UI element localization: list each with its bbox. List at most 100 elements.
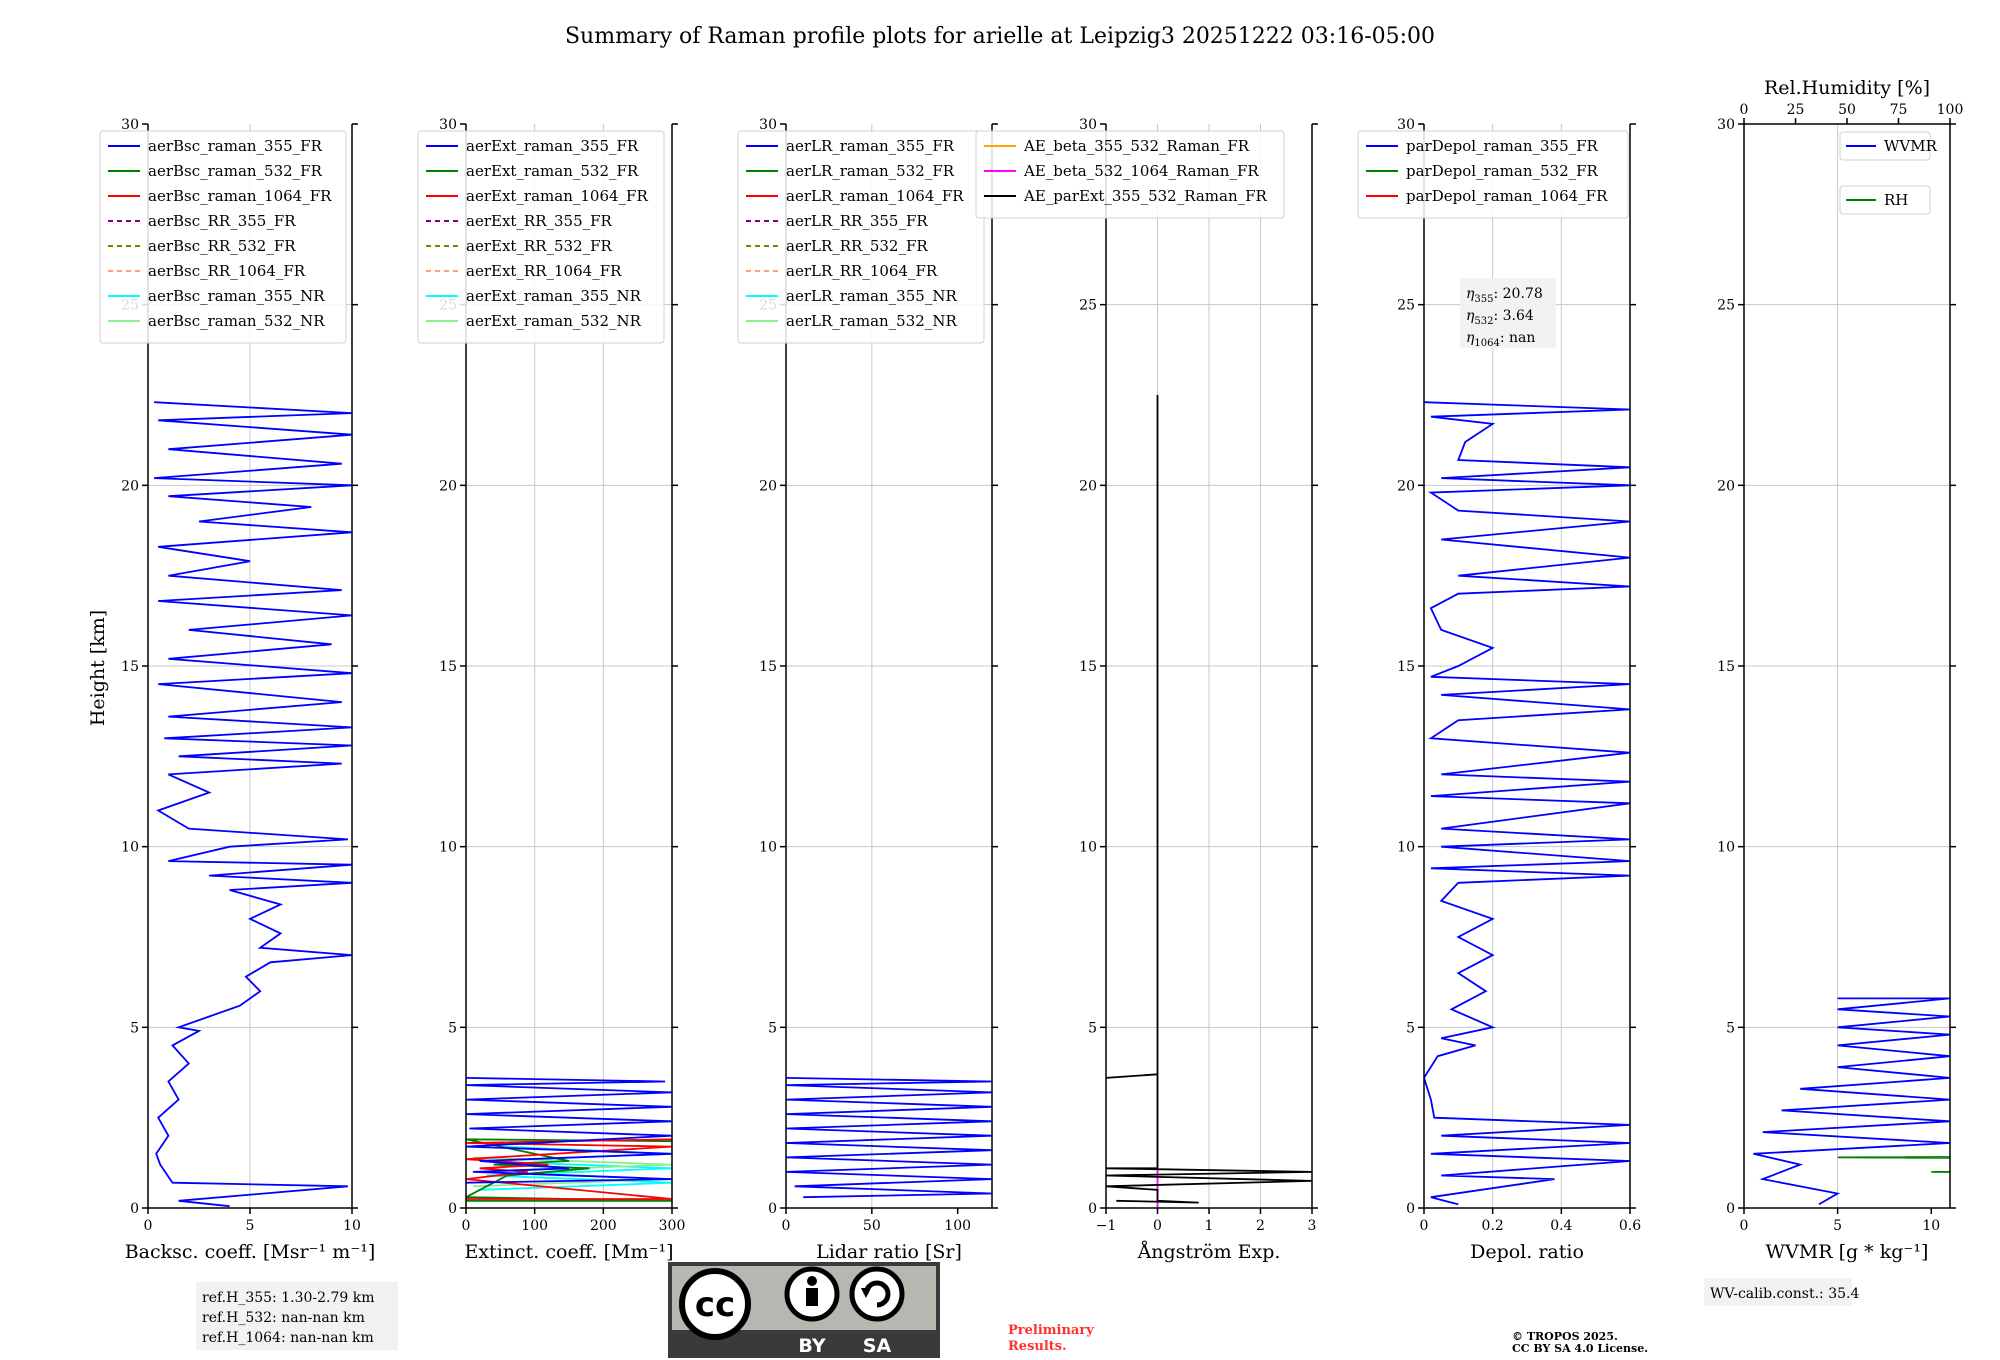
legend-box xyxy=(1839,131,1931,161)
x-tick-label: 10 xyxy=(343,1218,361,1234)
x-tick-label: 5 xyxy=(246,1218,255,1234)
legend: aerExt_raman_355_FR aerExt_raman_532_FRae… xyxy=(417,130,665,344)
x-tick-label: 300 xyxy=(659,1218,686,1234)
legend-entry: parDepol_raman_355_FR xyxy=(1406,137,1599,155)
x-axis-label: Lidar ratio [Sr] xyxy=(816,1241,962,1263)
x-axis-label: Depol. ratio xyxy=(1470,1241,1584,1263)
legend-entry: aerBsc_raman_532_FR xyxy=(148,162,323,180)
x-tick-label: 0.6 xyxy=(1619,1218,1641,1234)
x-axis-label: Ångström Exp. xyxy=(1137,1241,1281,1263)
ref-height-text: ref.H_532: nan-nan km xyxy=(202,1310,365,1326)
y-tick-label: 25 xyxy=(1397,298,1415,314)
x-tick-label: 0 xyxy=(1420,1218,1429,1234)
x-tick-label: 0 xyxy=(1153,1218,1162,1234)
preliminary-note-line2: Results. xyxy=(1008,1339,1067,1354)
legend-entry: aerLR_RR_1064_FR xyxy=(786,262,938,280)
legend-entry: aerLR_RR_532_FR xyxy=(786,237,928,255)
series-line-aerExt_raman_1064_FR xyxy=(466,1138,672,1200)
x-tick-label: 2 xyxy=(1256,1218,1265,1234)
sa-share-icon xyxy=(849,1266,905,1322)
legend-entry: aerLR_RR_355_FR xyxy=(786,212,928,230)
y-tick-label: 5 xyxy=(1406,1020,1415,1036)
ref-height-text: ref.H_1064: nan-nan km xyxy=(202,1330,374,1346)
y-tick-label: 20 xyxy=(439,478,457,494)
y-tick-label: 20 xyxy=(1079,478,1097,494)
legend-entry: aerExt_RR_355_FR xyxy=(466,212,613,230)
y-tick-label: 0 xyxy=(768,1201,777,1217)
x-tick-label: 10 xyxy=(1922,1218,1940,1234)
legend-entry: aerBsc_raman_355_NR xyxy=(148,287,325,305)
legend-entry: aerBsc_RR_1064_FR xyxy=(148,262,306,280)
legend-entry: aerExt_raman_1064_FR xyxy=(466,187,648,205)
y-tick-label: 30 xyxy=(121,117,139,133)
y-axis-label: Height [km] xyxy=(87,610,109,726)
legend-entry: aerExt_raman_532_FR xyxy=(466,162,639,180)
y-tick-label: 30 xyxy=(759,117,777,133)
y-tick-label: 25 xyxy=(1079,298,1097,314)
y-tick-label: 30 xyxy=(1397,117,1415,133)
legend-entry: aerBsc_raman_532_NR xyxy=(148,312,325,330)
x-tick-label: −1 xyxy=(1096,1218,1117,1234)
legend-box xyxy=(1357,130,1629,219)
y-tick-label: 25 xyxy=(1717,298,1735,314)
legend-entry: aerExt_raman_355_NR xyxy=(466,287,642,305)
y-tick-label: 0 xyxy=(1406,1201,1415,1217)
legend: aerLR_raman_355_FR aerLR_raman_532_FR aerL… xyxy=(737,130,985,344)
copyright-line1: © TROPOS 2025. xyxy=(1512,1330,1618,1343)
legend-entry: RH xyxy=(1884,191,1908,209)
x-tick-label: 3 xyxy=(1308,1218,1317,1234)
y-tick-label: 10 xyxy=(1397,840,1415,856)
y-tick-label: 0 xyxy=(1088,1201,1097,1217)
ref-height-text: ref.H_355: 1.30-2.79 km xyxy=(202,1290,375,1306)
series-line-aerLR_raman_355_FR xyxy=(786,1077,992,1199)
legend-entry: aerExt_raman_532_NR xyxy=(466,312,642,330)
wv-calib-box xyxy=(1704,1278,1852,1306)
x-axis-label: WVMR [g * kg⁻¹] xyxy=(1766,1241,1929,1263)
legend-entry: aerExt_RR_1064_FR xyxy=(466,262,622,280)
legend-entry: aerLR_raman_355_FR xyxy=(786,137,955,155)
legend-box xyxy=(417,130,665,344)
legend-entry: aerBsc_RR_355_FR xyxy=(148,212,296,230)
y-tick-label: 15 xyxy=(121,659,139,675)
legend-entry: parDepol_raman_532_FR xyxy=(1406,162,1599,180)
x-tick-label: 200 xyxy=(590,1218,617,1234)
legend-entry: AE_beta_355_532_Raman_FR xyxy=(1023,137,1250,155)
preliminary-note-line1: Preliminary xyxy=(1008,1323,1094,1338)
eta-value: η1064: nan xyxy=(1466,330,1535,349)
panel-depolarization: 0 5 10 15 20 25 30 0 0.2 0.4 0.6 Depol. ratio parDep… xyxy=(1357,117,1641,1263)
y-tick-label: 10 xyxy=(1079,840,1097,856)
wv-calib-text: WV-calib.const.: 35.4 xyxy=(1710,1286,1859,1302)
x-tick-label: 5 xyxy=(1833,1218,1842,1234)
top-x-tick-label: 100 xyxy=(1937,102,1964,118)
top-x-tick-label: 0 xyxy=(1740,102,1749,118)
x-tick-label: 100 xyxy=(944,1218,971,1234)
legend: parDepol_raman_355_FR parDepol_raman_532_… xyxy=(1357,130,1629,219)
y-tick-label: 15 xyxy=(1717,659,1735,675)
legend-entry: AE_parExt_355_532_Raman_FR xyxy=(1023,187,1268,205)
panel-water_vapor: 0 5 10 15 20 25 30 0 5 10 WVMR [g * kg⁻¹] 0 25 50 75 10… xyxy=(1704,77,1964,1306)
y-tick-label: 5 xyxy=(768,1020,777,1036)
y-tick-label: 15 xyxy=(1397,659,1415,675)
x-tick-label: 50 xyxy=(863,1218,881,1234)
legend-box xyxy=(737,130,985,344)
panel-lidar_ratio: 051015202530050100Lidar ratio [Sr]aerLR_… xyxy=(737,117,998,1263)
legend-entry: aerLR_raman_355_NR xyxy=(786,287,957,305)
series-line-aerExt_raman_355_FR xyxy=(466,1077,672,1184)
x-tick-label: 0.2 xyxy=(1482,1218,1504,1234)
ref-height-box xyxy=(196,1282,398,1350)
x-tick-label: 0 xyxy=(144,1218,153,1234)
y-tick-label: 5 xyxy=(448,1020,457,1036)
x-tick-label: 0 xyxy=(462,1218,471,1234)
series-line-AE_parExt_355_532_Raman_FR xyxy=(1106,395,1312,1204)
y-tick-label: 15 xyxy=(759,659,777,675)
legend: aerBsc_raman_355_FR aerBsc_raman_532_FRae… xyxy=(99,130,347,344)
x-tick-label: 0.4 xyxy=(1550,1218,1572,1234)
legend-box xyxy=(1839,185,1931,215)
series-line-WVMR xyxy=(1753,997,1950,1206)
copyright-line2: CC BY SA 4.0 License. xyxy=(1512,1342,1648,1355)
panel-extinction: 0510152025300100200300Extinct. coeff. [M… xyxy=(417,117,686,1263)
legend-entry: aerBsc_raman_355_FR xyxy=(148,137,323,155)
legend-entry: aerExt_RR_532_FR xyxy=(466,237,613,255)
